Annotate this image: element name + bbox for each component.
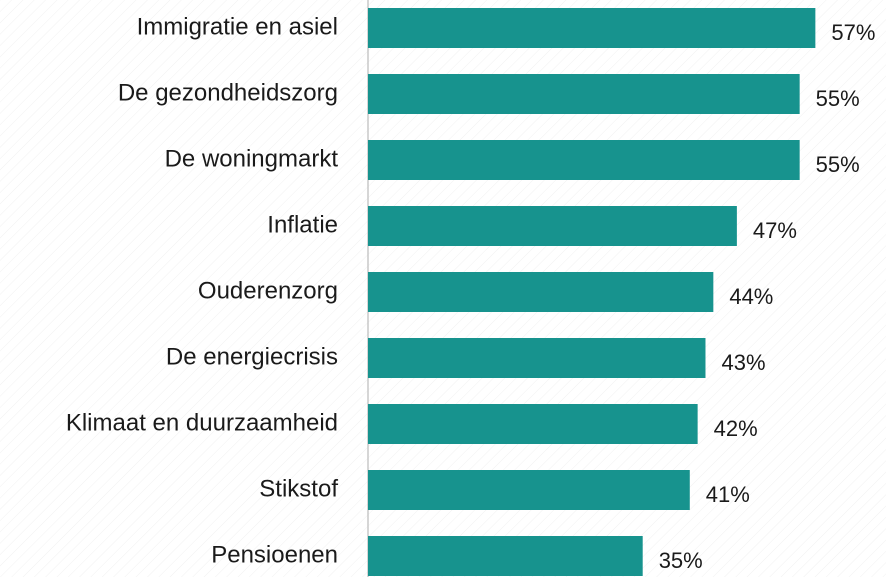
bar [368, 536, 643, 576]
value-label: 55% [816, 86, 860, 111]
bar [368, 338, 706, 378]
bar [368, 470, 690, 510]
value-label: 44% [729, 284, 773, 309]
bar [368, 140, 800, 180]
value-label: 42% [714, 416, 758, 441]
value-label: 55% [816, 152, 860, 177]
bar [368, 206, 737, 246]
bar [368, 74, 800, 114]
value-label: 43% [721, 350, 765, 375]
category-label: Ouderenzorg [198, 277, 338, 304]
bar [368, 8, 816, 48]
bar [368, 272, 714, 312]
category-label: Inflatie [267, 211, 338, 238]
value-label: 47% [753, 218, 797, 243]
value-label: 57% [831, 20, 875, 45]
value-label: 35% [659, 548, 703, 573]
category-label: Immigratie en asiel [137, 13, 338, 40]
category-label: De energiecrisis [166, 343, 338, 370]
category-label: Pensioenen [211, 541, 338, 568]
category-label: De gezondheidszorg [118, 79, 338, 106]
category-label: De woningmarkt [165, 145, 339, 172]
category-label: Klimaat en duurzaamheid [66, 409, 338, 436]
category-label: Stikstof [259, 475, 338, 502]
value-label: 41% [706, 482, 750, 507]
bar [368, 404, 698, 444]
